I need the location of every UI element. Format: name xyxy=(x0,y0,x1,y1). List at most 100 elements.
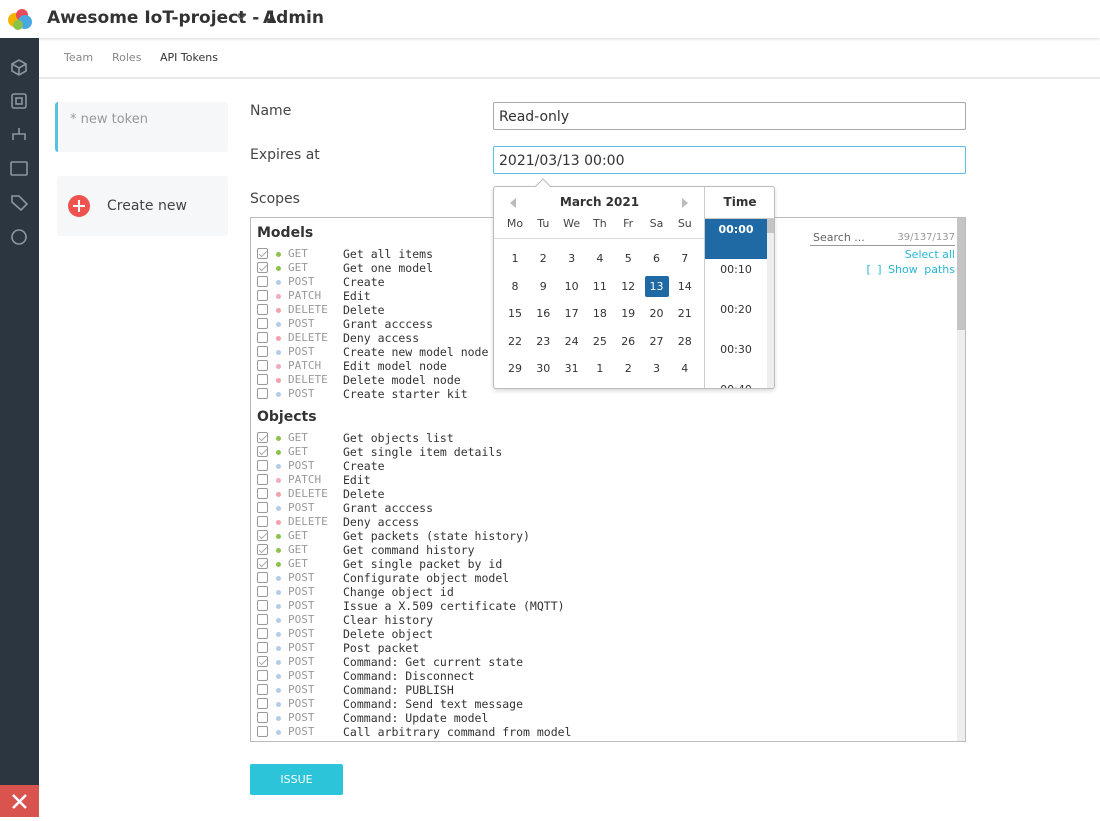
calendar-day[interactable]: 9 xyxy=(539,279,547,293)
calendar-day[interactable]: 20 xyxy=(649,307,664,320)
scope-checkbox[interactable] xyxy=(257,460,268,471)
scope-description: Configurate object model xyxy=(343,571,510,585)
calendar-day[interactable]: 2 xyxy=(539,252,547,265)
time-slot[interactable]: 00:40 xyxy=(705,379,767,388)
scope-method: GET xyxy=(288,529,308,542)
scope-checkbox[interactable] xyxy=(257,726,268,737)
expires-input[interactable]: 2021/03/13 00:00 xyxy=(493,146,966,174)
scope-checkbox[interactable] xyxy=(257,374,268,385)
project-chevron[interactable] xyxy=(235,12,247,22)
time-slot[interactable]: 00:30 xyxy=(720,343,752,356)
calendar-day[interactable]: 25 xyxy=(592,334,607,348)
name-input[interactable]: Read-only xyxy=(493,102,966,130)
scope-checkbox[interactable] xyxy=(257,248,268,259)
create-new-button[interactable]: Create new xyxy=(57,176,228,236)
calendar-day[interactable]: 3 xyxy=(568,252,576,265)
tab[interactable]: Team xyxy=(64,51,94,64)
calendar-day[interactable]: 17 xyxy=(564,307,579,320)
calendar-day[interactable]: 3 xyxy=(653,362,660,375)
scope-checkbox[interactable] xyxy=(257,290,268,301)
scope-checkbox[interactable] xyxy=(257,502,268,513)
scope-checkbox[interactable] xyxy=(257,698,268,709)
time-slot[interactable]: 00:20 xyxy=(720,303,752,316)
scope-checkbox[interactable] xyxy=(257,530,268,541)
calendar-day[interactable]: 27 xyxy=(649,334,664,348)
time-slot[interactable]: 00:10 xyxy=(720,263,752,276)
calendar-day[interactable]: 23 xyxy=(536,334,551,348)
calendar-day[interactable]: 28 xyxy=(677,334,692,348)
scope-checkbox[interactable] xyxy=(257,600,268,611)
calendar-day[interactable]: 18 xyxy=(592,307,607,320)
issue-button[interactable]: ISSUE xyxy=(250,764,343,795)
scope-checkbox[interactable] xyxy=(257,360,268,371)
method-dot xyxy=(276,252,281,257)
scope-checkbox[interactable] xyxy=(257,346,268,357)
calendar-day[interactable]: 31 xyxy=(564,362,579,375)
scope-checkbox[interactable] xyxy=(257,432,268,443)
icon-globe[interactable] xyxy=(11,229,27,245)
scope-search[interactable]: Search ... 39/137/137 xyxy=(810,231,955,246)
scope-checkbox[interactable] xyxy=(257,656,268,667)
scope-checkbox[interactable] xyxy=(257,544,268,555)
tab[interactable]: API Tokens xyxy=(160,51,218,64)
calendar-day[interactable]: 4 xyxy=(596,252,604,265)
icon-tree[interactable] xyxy=(12,128,26,140)
calendar-day[interactable]: 1 xyxy=(511,252,519,265)
calendar-day[interactable]: 21 xyxy=(677,307,692,320)
scope-checkbox[interactable] xyxy=(257,474,268,485)
time-scrollbar[interactable] xyxy=(767,219,774,388)
icon-tag[interactable] xyxy=(11,195,29,212)
scope-checkbox[interactable] xyxy=(257,558,268,569)
calendar-day[interactable]: 14 xyxy=(677,279,692,293)
scope-checkbox[interactable] xyxy=(257,304,268,315)
calendar-day[interactable]: 16 xyxy=(536,307,551,320)
scope-checkbox[interactable] xyxy=(257,388,268,399)
scope-checkbox[interactable] xyxy=(257,614,268,625)
calendar-day[interactable]: 4 xyxy=(681,362,689,375)
calendar-day[interactable]: 24 xyxy=(564,334,579,348)
scope-checkbox[interactable] xyxy=(257,332,268,343)
next-month[interactable] xyxy=(680,197,690,209)
scope-checkbox[interactable] xyxy=(257,684,268,695)
calendar-day[interactable]: 15 xyxy=(508,307,522,320)
scope-checkbox[interactable] xyxy=(257,572,268,583)
time-slot[interactable]: 00:00 xyxy=(705,219,767,259)
calendar-day[interactable]: 26 xyxy=(621,334,636,348)
icon-code[interactable] xyxy=(10,161,28,176)
calendar-day[interactable]: 6 xyxy=(653,252,660,265)
project-name[interactable]: Awesome IoT-project - 1 xyxy=(47,8,278,28)
calendar-day[interactable]: 29 xyxy=(508,362,522,375)
calendar-day[interactable]: 11 xyxy=(592,279,607,293)
scope-checkbox[interactable] xyxy=(257,670,268,681)
calendar-day[interactable]: 7 xyxy=(681,252,689,265)
draft-token[interactable]: * new token xyxy=(55,102,228,152)
scope-checkbox[interactable] xyxy=(257,628,268,639)
calendar-day[interactable]: 30 xyxy=(536,362,551,375)
scope-checkbox[interactable] xyxy=(257,586,268,597)
calendar-day[interactable]: 2 xyxy=(624,362,632,375)
icon-objects[interactable] xyxy=(11,93,27,109)
show-paths[interactable]: [ ] Show paths xyxy=(866,263,956,276)
prev-month[interactable] xyxy=(508,197,518,209)
calendar-day[interactable]: 12 xyxy=(621,279,636,293)
calendar-day[interactable]: 5 xyxy=(624,252,632,265)
tab[interactable]: Roles xyxy=(112,51,142,64)
scope-checkbox[interactable] xyxy=(257,276,268,287)
calendar-day[interactable]: 19 xyxy=(621,307,636,320)
icon-models[interactable] xyxy=(11,59,27,76)
select-all[interactable]: Select all xyxy=(904,248,955,261)
calendar-day[interactable]: 22 xyxy=(508,334,522,348)
scope-checkbox[interactable] xyxy=(257,516,268,527)
calendar-day[interactable]: 8 xyxy=(511,279,519,293)
scope-checkbox[interactable] xyxy=(257,488,268,499)
scope-checkbox[interactable] xyxy=(257,642,268,653)
calendar-day[interactable]: 10 xyxy=(564,279,579,293)
scope-checkbox[interactable] xyxy=(257,318,268,329)
calendar-day[interactable]: 1 xyxy=(596,362,604,375)
calendar-day[interactable]: 13 xyxy=(644,275,669,297)
scope-checkbox[interactable] xyxy=(257,446,268,457)
scope-checkbox[interactable] xyxy=(257,712,268,723)
scope-checkbox[interactable] xyxy=(257,262,268,273)
tools-button[interactable] xyxy=(0,785,39,817)
scrollbar[interactable] xyxy=(957,218,965,741)
